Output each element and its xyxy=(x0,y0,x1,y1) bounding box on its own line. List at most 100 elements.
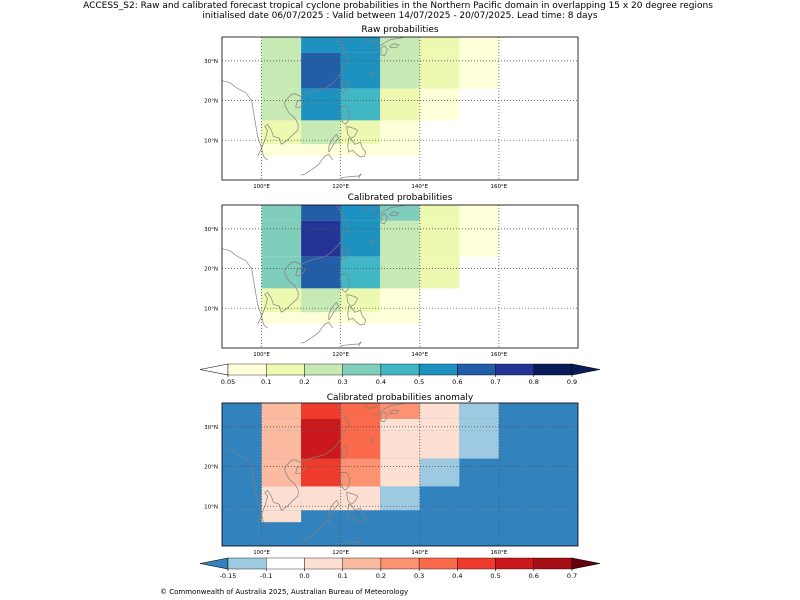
colorbar-bin xyxy=(380,363,420,376)
probability-cell xyxy=(380,288,420,313)
colorbar-bin xyxy=(342,557,382,570)
map-frame xyxy=(221,204,579,349)
probability-cell xyxy=(261,256,302,289)
colorbar-tick-label: 0.2 xyxy=(376,572,386,580)
probability-cell xyxy=(261,288,302,313)
colorbar-bin xyxy=(227,557,267,570)
colorbar-tick-label: 0.3 xyxy=(337,378,347,386)
colorbar-bin xyxy=(418,557,458,570)
coastline xyxy=(372,403,405,416)
probability-cell xyxy=(419,37,460,53)
probability-cell xyxy=(340,220,381,257)
colorbar-bin xyxy=(266,557,305,570)
probability-cell xyxy=(380,52,420,89)
probability-cell xyxy=(261,510,302,523)
colorbar-tick-label: -0.15 xyxy=(220,572,237,580)
colorbar-bin xyxy=(304,363,343,376)
probability-cell xyxy=(459,430,499,459)
probability-cell xyxy=(261,430,302,459)
map-title: Calibrated probabilities anomaly xyxy=(327,393,474,403)
colorbar-bin xyxy=(533,557,573,570)
probability-cell xyxy=(340,430,381,459)
coastline xyxy=(347,503,366,524)
coastline xyxy=(295,267,306,277)
coastline xyxy=(346,126,359,139)
anomaly-map: Calibrated probabilities anomaly 100°E 12… xyxy=(204,393,579,556)
probability-cell xyxy=(261,458,302,487)
colorbar-tick-label: 0.3 xyxy=(414,572,424,580)
colorbar-tick-label: 0.05 xyxy=(221,378,235,386)
probability-cell xyxy=(261,418,302,431)
probability-cell xyxy=(340,312,381,325)
anomaly-colorbar: -0.15 -0.1 0.0 0.1 0.2 0.3 0.4 0.5 0.6 0.7 xyxy=(199,557,601,580)
probability-cell xyxy=(261,486,302,511)
probability-cell xyxy=(380,418,420,431)
probability-cell xyxy=(340,52,381,89)
probability-cell xyxy=(380,205,420,221)
probability-cell xyxy=(261,120,302,145)
figure-title-line1: ACCESS_S2: Raw and calibrated forecast t… xyxy=(83,1,713,11)
coastline xyxy=(346,492,359,505)
probability-cell xyxy=(301,205,341,221)
probability-cell xyxy=(261,37,302,53)
coastline xyxy=(372,205,405,218)
probability-cell xyxy=(261,220,302,257)
probability-cell xyxy=(340,37,381,53)
probability-cell xyxy=(380,256,420,289)
lon-tick-label: 100°E xyxy=(253,352,270,358)
probability-cell xyxy=(261,88,302,121)
probability-colorbar: 0.05 0.1 0.2 0.3 0.4 0.5 0.6 0.7 0.8 0.9 xyxy=(199,363,601,386)
coastline xyxy=(300,321,334,344)
probability-cell xyxy=(340,418,381,431)
calibrated-probabilities-map: Calibrated probabilities 100°E 120°E 140°E… xyxy=(204,193,579,358)
probability-cell xyxy=(301,418,341,431)
coastline xyxy=(295,99,306,109)
probability-cell xyxy=(380,144,420,157)
probability-cell xyxy=(261,144,302,157)
lat-tick-label: 10°N xyxy=(204,306,218,312)
probability-cell xyxy=(301,37,341,53)
lon-tick-label: 160°E xyxy=(491,550,508,556)
coastline xyxy=(369,240,375,245)
probability-cell xyxy=(459,418,499,431)
coastline xyxy=(340,539,362,545)
probability-cell xyxy=(301,486,341,511)
probability-cell xyxy=(380,220,420,257)
copyright-footer: © Commonwealth of Australia 2025, Austra… xyxy=(160,588,408,596)
lon-tick-label: 120°E xyxy=(332,550,349,556)
probability-cell xyxy=(301,52,341,89)
probability-cell xyxy=(419,403,460,419)
coastline xyxy=(347,305,366,326)
colorbar-bin xyxy=(380,557,420,570)
probability-cell xyxy=(380,486,420,511)
colorbar-tick-label: 0.8 xyxy=(529,378,539,386)
map-frame xyxy=(221,36,579,181)
figure-title-line2: initialised date 06/07/2025 : Valid betw… xyxy=(202,11,597,21)
lat-tick-label: 20°N xyxy=(204,465,218,471)
coastline xyxy=(257,37,349,157)
probability-cell xyxy=(340,144,381,157)
colorbar-bin xyxy=(418,363,458,376)
lon-tick-label: 160°E xyxy=(491,352,508,358)
colorbar-tick-label: 0.5 xyxy=(490,572,500,580)
coastline xyxy=(340,341,362,347)
probability-cell xyxy=(301,458,341,487)
coastline xyxy=(222,80,268,161)
lon-tick-label: 100°E xyxy=(253,550,270,556)
probability-cell xyxy=(459,205,499,221)
coastline xyxy=(300,153,334,176)
coastline xyxy=(368,205,379,211)
coastline xyxy=(389,409,400,415)
coastline xyxy=(380,213,388,225)
coastline xyxy=(328,499,340,519)
probability-cell xyxy=(301,403,341,419)
colorbar-tick-label: 0.4 xyxy=(376,378,386,386)
raw-probabilities-map: Raw probabilities 100°E 120°E 140°E 160°E 10… xyxy=(204,25,579,190)
coastline xyxy=(222,248,268,329)
probability-cell xyxy=(459,52,499,89)
colorbar-bin xyxy=(227,363,267,376)
coastline xyxy=(389,43,400,49)
coastline xyxy=(368,403,379,409)
coastline xyxy=(368,37,379,43)
